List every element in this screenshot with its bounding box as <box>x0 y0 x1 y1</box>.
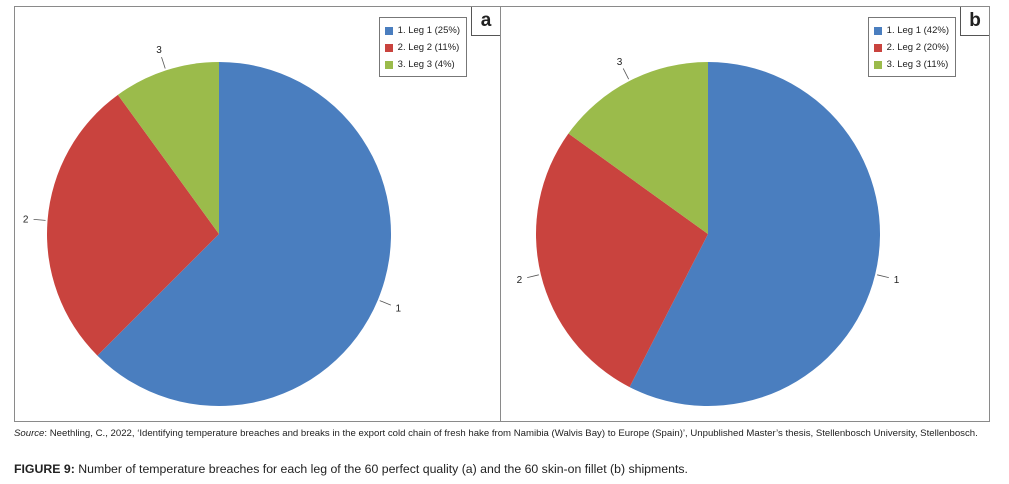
legend-label: 1. Leg 1 (25%) <box>397 25 460 36</box>
pie-chart-b: 1 2 3 <box>517 57 900 406</box>
legend-swatch <box>873 60 882 69</box>
legend-b: 1. Leg 1 (42%) 2. Leg 2 (20%) 3. Leg 3 (… <box>867 17 956 77</box>
legend-item: 3. Leg 3 (11%) <box>873 56 949 73</box>
legend-label: 2. Leg 2 (11%) <box>397 42 460 53</box>
legend-label: 3. Leg 3 (11%) <box>886 59 949 70</box>
caption-label: FIGURE 9: <box>14 462 75 476</box>
slice-label: 1 <box>894 275 900 286</box>
source-text: : Neethling, C., 2022, ‘Identifying temp… <box>44 428 978 439</box>
legend-item: 3. Leg 3 (4%) <box>384 56 460 73</box>
slice-leader-line <box>33 219 46 221</box>
slice-leader-line <box>527 274 539 279</box>
legend-item: 1. Leg 1 (42%) <box>873 22 949 39</box>
source-note: Source: Neethling, C., 2022, ‘Identifyin… <box>14 428 990 441</box>
slice-label: 2 <box>23 214 29 225</box>
chart-panel-b: 1 2 3 1. Leg 1 (42%) 2. Leg 2 (20%) 3. Leg… <box>500 6 990 422</box>
legend-a: 1. Leg 1 (25%) 2. Leg 2 (11%) 3. Leg 3 (… <box>378 17 467 77</box>
pie-slice-1 <box>629 62 881 406</box>
slice-label: 1 <box>395 304 401 315</box>
pie-slice-3 <box>117 62 219 234</box>
panel-label-b: b <box>960 7 989 36</box>
source-label: Source <box>14 428 45 439</box>
slice-label: 3 <box>156 45 162 56</box>
legend-swatch <box>384 43 393 52</box>
legend-item: 1. Leg 1 (25%) <box>384 22 460 39</box>
legend-label: 3. Leg 3 (4%) <box>397 59 455 70</box>
slice-leader-line <box>622 68 630 80</box>
legend-swatch <box>873 43 882 52</box>
pie-slice-2 <box>47 94 219 356</box>
slice-leader-line <box>161 56 166 69</box>
panel-label-a: a <box>471 7 500 36</box>
pie-slice-3 <box>568 62 708 234</box>
chart-panel-a: 1 2 3 1. Leg 1 (25%) 2. Leg 2 (11%) 3. Leg… <box>14 6 501 422</box>
legend-swatch <box>384 60 393 69</box>
slice-leader-line <box>877 274 889 279</box>
slice-leader-line <box>379 300 391 306</box>
slice-label: 2 <box>517 275 523 286</box>
legend-item: 2. Leg 2 (20%) <box>873 39 949 56</box>
pie-slice-1 <box>97 61 392 406</box>
caption-text: Number of temperature breaches for each … <box>74 462 688 476</box>
legend-swatch <box>384 26 393 35</box>
legend-item: 2. Leg 2 (11%) <box>384 39 460 56</box>
figure-caption: FIGURE 9: Number of temperature breaches… <box>14 462 688 476</box>
pie-chart-a: 1 2 3 <box>23 45 401 406</box>
legend-swatch <box>873 26 882 35</box>
slice-label: 3 <box>617 57 623 68</box>
legend-label: 1. Leg 1 (42%) <box>886 25 949 36</box>
pie-slice-2 <box>536 133 708 388</box>
legend-label: 2. Leg 2 (20%) <box>886 42 949 53</box>
